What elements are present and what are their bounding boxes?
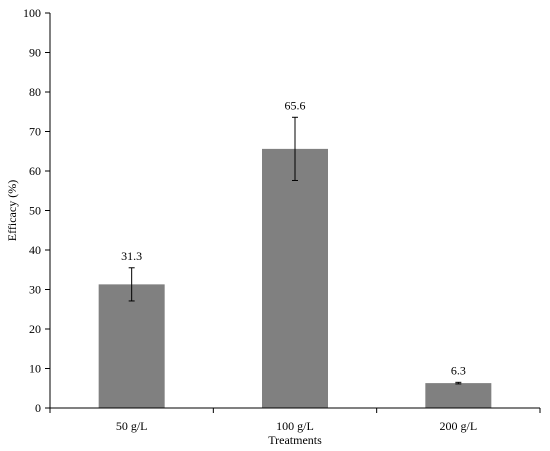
error-bars bbox=[128, 116, 462, 385]
y-tick-label: 80 bbox=[29, 85, 41, 99]
bar bbox=[98, 284, 165, 408]
data-labels: 31.3 65.6 6.3 bbox=[121, 98, 466, 377]
data-label: 65.6 bbox=[285, 98, 306, 112]
x-axis-title: Treatments bbox=[268, 433, 322, 447]
data-label: 31.3 bbox=[121, 249, 142, 263]
y-tick-label: 60 bbox=[29, 164, 41, 178]
category-label: 200 g/L bbox=[439, 419, 477, 433]
y-tick-label: 30 bbox=[29, 283, 41, 297]
data-label: 6.3 bbox=[451, 363, 466, 377]
y-tick-label: 10 bbox=[29, 362, 41, 376]
bars bbox=[98, 148, 492, 408]
category-labels: 50 g/L 100 g/L 200 g/L bbox=[49, 408, 541, 433]
y-tick-label: 100 bbox=[23, 6, 41, 20]
bar bbox=[262, 148, 328, 408]
category-label: 50 g/L bbox=[116, 419, 148, 433]
y-tick-label: 40 bbox=[29, 243, 41, 257]
y-tick-label: 70 bbox=[29, 125, 41, 139]
y-tick-label: 50 bbox=[29, 204, 41, 218]
category-label: 100 g/L bbox=[276, 419, 314, 433]
y-tick-label: 90 bbox=[29, 46, 41, 60]
y-tick-label: 0 bbox=[35, 401, 41, 415]
y-axis-title: Efficacy (%) bbox=[5, 180, 19, 241]
y-tick-label: 20 bbox=[29, 322, 41, 336]
y-axis-ticks: 0 10 20 30 40 50 60 70 80 90 100 bbox=[23, 6, 50, 415]
bar bbox=[425, 383, 492, 408]
